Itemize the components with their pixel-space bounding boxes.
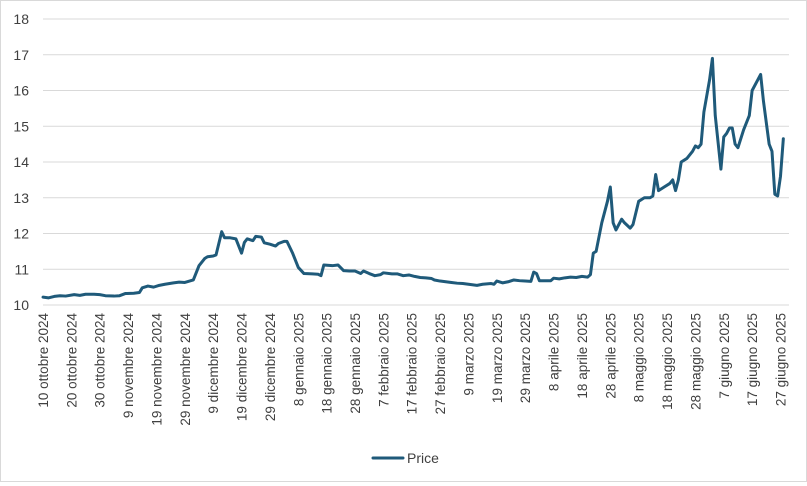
- x-tick-label: 29 novembre 2024: [178, 313, 193, 426]
- y-tick-label: 12: [13, 226, 29, 242]
- x-tick-label: 17 giugno 2025: [745, 313, 760, 406]
- x-tick-label: 8 maggio 2025: [632, 313, 647, 402]
- y-tick-label: 17: [13, 47, 29, 63]
- y-tick-label: 18: [13, 11, 29, 27]
- y-axis-ticks: 10 11 12 13 14 15 16 17 18: [13, 11, 29, 313]
- x-tick-label: 7 febbraio 2025: [376, 313, 391, 407]
- x-tick-label: 28 aprile 2025: [603, 313, 618, 399]
- y-tick-label: 14: [13, 154, 29, 170]
- x-tick-label: 27 giugno 2025: [773, 313, 788, 406]
- y-tick-label: 10: [13, 297, 29, 313]
- x-tick-label: 28 maggio 2025: [688, 313, 703, 410]
- x-tick-label: 30 ottobre 2024: [93, 313, 108, 408]
- x-tick-label: 18 aprile 2025: [575, 313, 590, 399]
- legend-label: Price: [407, 450, 439, 466]
- x-tick-label: 29 dicembre 2024: [263, 313, 278, 422]
- gridlines: [43, 18, 789, 270]
- x-tick-label: 9 marzo 2025: [461, 313, 476, 396]
- y-tick-label: 16: [13, 83, 29, 99]
- y-tick-label: 15: [13, 118, 29, 134]
- x-tick-label: 9 dicembre 2024: [206, 313, 221, 414]
- series-line-price: [41, 56, 785, 300]
- x-tick-label: 17 febbraio 2025: [405, 313, 420, 414]
- x-tick-label: 7 giugno 2025: [717, 313, 732, 399]
- x-tick-label: 19 dicembre 2024: [235, 313, 250, 422]
- x-axis-ticks: 10 ottobre 2024 20 ottobre 2024 30 ottobre…: [36, 313, 788, 426]
- x-tick-label: 20 ottobre 2024: [64, 313, 79, 408]
- x-tick-label: 27 febbraio 2025: [433, 313, 448, 414]
- x-tick-label: 18 maggio 2025: [660, 313, 675, 410]
- x-tick-label: 19 marzo 2025: [490, 313, 505, 403]
- x-tick-label: 9 novembre 2024: [121, 313, 136, 419]
- x-tick-label: 10 ottobre 2024: [36, 313, 51, 408]
- x-tick-label: 29 marzo 2025: [518, 313, 533, 403]
- x-tick-label: 8 gennaio 2025: [291, 313, 306, 406]
- y-tick-label: 13: [13, 190, 29, 206]
- x-tick-label: 19 novembre 2024: [149, 313, 164, 426]
- series-layer: [41, 56, 785, 300]
- x-tick-label: 28 gennaio 2025: [348, 313, 363, 414]
- legend: Price: [371, 450, 439, 466]
- x-tick-label: 18 gennaio 2025: [320, 313, 335, 414]
- y-tick-label: 11: [14, 261, 29, 277]
- x-tick-label: 8 aprile 2025: [547, 313, 562, 391]
